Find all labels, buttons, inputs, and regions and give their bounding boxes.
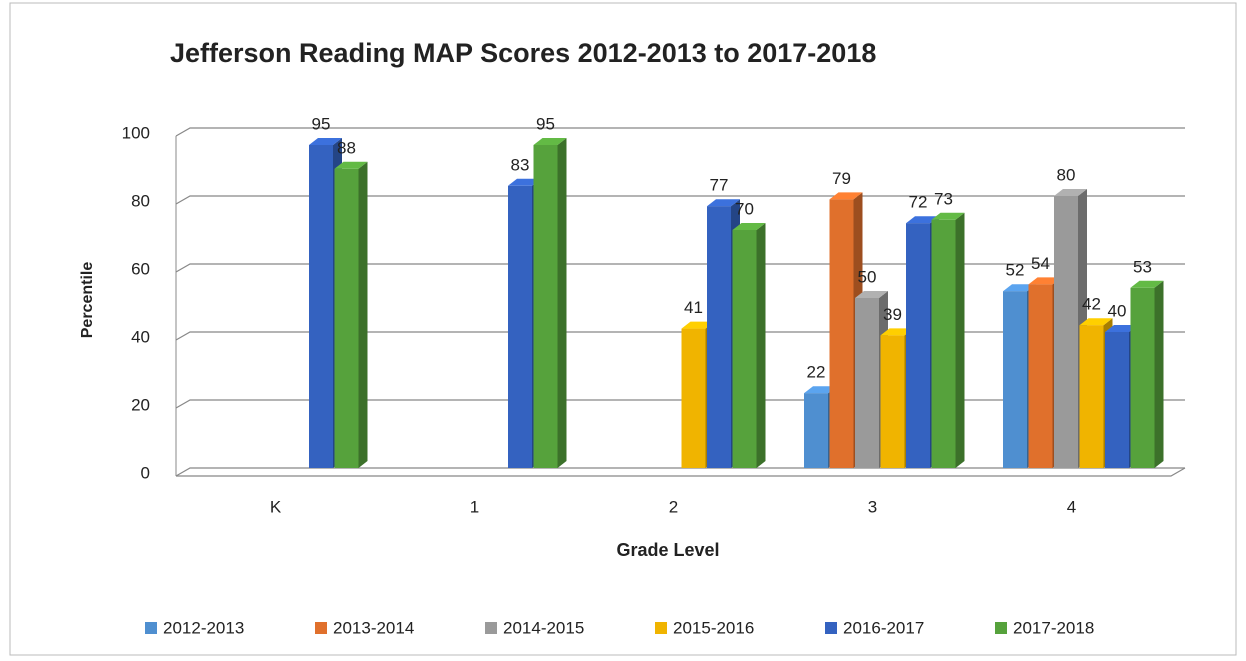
bar-top (707, 199, 740, 207)
y-tick-label: 60 (131, 259, 150, 278)
bar-top (880, 328, 914, 336)
legend-label: 2016-2017 (843, 618, 924, 637)
legend-label: 2017-2018 (1013, 618, 1094, 637)
bar-front (707, 206, 731, 468)
chart-title: Jefferson Reading MAP Scores 2012-2013 t… (170, 38, 876, 68)
y-tick-label: 80 (131, 191, 150, 210)
y-tick-label: 0 (141, 463, 150, 482)
bar-front (732, 230, 757, 468)
legend-swatch (995, 622, 1007, 634)
value-label: 88 (337, 138, 356, 157)
value-label: 52 (1006, 261, 1025, 280)
value-label: 77 (710, 176, 729, 195)
bar-top (732, 223, 766, 230)
bar-front (1105, 332, 1129, 468)
x-tick-label: 3 (868, 497, 877, 516)
bar-side (1154, 280, 1164, 468)
bar (334, 161, 368, 469)
bar-front (829, 199, 854, 468)
bar-top (1054, 189, 1087, 196)
bar (533, 138, 567, 468)
y-tick-label: 20 (131, 395, 150, 414)
legend-swatch (825, 622, 837, 634)
bar-top (1028, 277, 1062, 285)
bar-top (1079, 318, 1113, 326)
bar-top (533, 138, 567, 145)
x-tick-label: 1 (470, 497, 479, 516)
x-tick-label: 4 (1067, 497, 1076, 516)
legend-label: 2015-2016 (673, 618, 754, 637)
bar-front (1054, 196, 1078, 468)
bar-top (334, 161, 368, 169)
value-label: 95 (312, 114, 331, 133)
bar (931, 212, 965, 468)
bar (1130, 280, 1164, 468)
bar-front (1079, 325, 1104, 468)
legend-label: 2012-2013 (163, 618, 244, 637)
bar-front (1028, 284, 1053, 468)
value-label: 50 (858, 267, 877, 286)
bar-top (931, 212, 965, 220)
legend-swatch (485, 622, 497, 634)
bar-side (358, 161, 368, 469)
bar-front (508, 185, 532, 469)
legend-label: 2013-2014 (333, 618, 414, 637)
bar-side (955, 212, 965, 468)
bar-top (309, 138, 342, 145)
value-label: 42 (1082, 295, 1101, 314)
value-label: 72 (909, 193, 928, 212)
bar-front (309, 145, 333, 468)
value-label: 79 (832, 169, 851, 188)
bar-side (557, 138, 567, 468)
value-label: 83 (511, 155, 530, 174)
bar-front (880, 335, 905, 468)
bar-front (1130, 287, 1155, 468)
y-axis-title: Percentile (79, 262, 96, 339)
bar-front (906, 223, 930, 468)
value-label: 53 (1133, 257, 1152, 276)
legend-swatch (145, 622, 157, 634)
value-label: 70 (735, 199, 754, 218)
bar-top (1105, 325, 1138, 332)
y-tick-label: 40 (131, 327, 150, 346)
bar-top (508, 178, 541, 186)
bar-top (1003, 284, 1036, 292)
floor (176, 467, 1186, 477)
value-label: 40 (1108, 301, 1127, 320)
bar-front (681, 328, 706, 468)
bar-front (855, 298, 879, 468)
bar-front (804, 393, 828, 468)
legend-label: 2014-2015 (503, 618, 584, 637)
value-label: 22 (807, 363, 826, 382)
bar-top (804, 386, 837, 394)
bar-top (681, 321, 715, 329)
legend-swatch (655, 622, 667, 634)
bar-top (906, 216, 939, 224)
x-axis-title: Grade Level (616, 540, 719, 560)
grid-line (175, 127, 1185, 137)
bar-top (1130, 280, 1164, 288)
bar (732, 223, 766, 468)
bar-top (855, 291, 888, 298)
bar-front (334, 168, 359, 469)
value-label: 95 (536, 114, 555, 133)
value-label: 39 (883, 305, 902, 324)
bar-front (931, 219, 956, 468)
bar-side (756, 223, 766, 468)
bar-top (829, 192, 863, 200)
legend-swatch (315, 622, 327, 634)
value-label: 80 (1057, 165, 1076, 184)
bar-front (533, 145, 558, 468)
bar-front (1003, 291, 1027, 468)
value-label: 41 (684, 298, 703, 317)
x-tick-label: K (270, 497, 282, 516)
x-tick-label: 2 (669, 497, 678, 516)
value-label: 54 (1031, 254, 1050, 273)
y-tick-label: 100 (122, 123, 150, 142)
value-label: 73 (934, 189, 953, 208)
